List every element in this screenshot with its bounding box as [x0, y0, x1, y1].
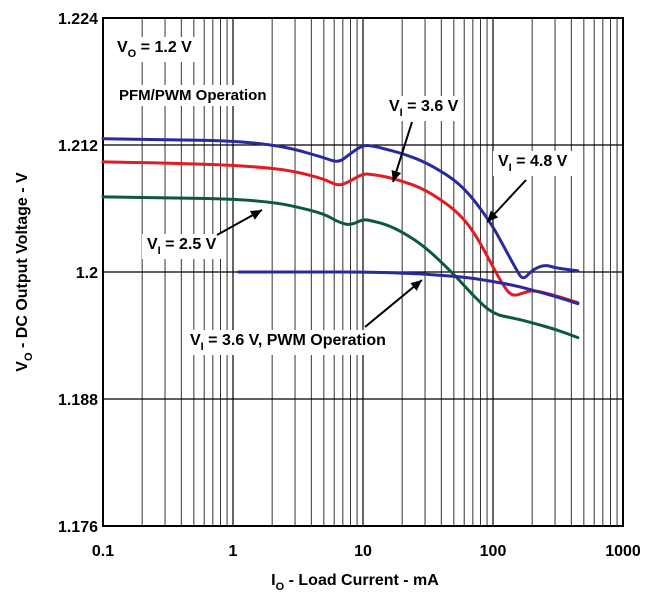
- y-tick-label: 1.212: [58, 138, 98, 155]
- y-tick-label: 1.176: [58, 519, 98, 536]
- annotation-vi-3-6: VI = 3.6 V: [389, 98, 459, 119]
- series-group: [101, 137, 580, 340]
- plot-frame: [102, 17, 624, 527]
- annotation-mode: PFM/PWM Operation: [119, 87, 267, 104]
- arrow-shaft: [364, 279, 423, 328]
- series-line-vi25: [101, 195, 580, 340]
- tick-labels: 0.1 1 10 100 1000 1.176 1.188 1.2 1.212 1.224: [58, 11, 641, 560]
- label-background: [185, 330, 391, 355]
- arrow-head: [249, 210, 262, 220]
- arrow-head: [487, 210, 499, 222]
- plot-border: [102, 17, 624, 527]
- label-backgrounds: [112, 37, 573, 355]
- label-background: [114, 85, 272, 106]
- arrow-vi-4-8: [486, 179, 527, 223]
- x-axis-title: IO - Load Current - mA: [271, 572, 439, 593]
- annotation-pwm-3-6: VI = 3.6 V, PWM Operation: [190, 332, 386, 353]
- x-tick-label: 1: [229, 543, 238, 560]
- arrow-head: [410, 280, 422, 291]
- y-tick-label: 1.224: [58, 11, 98, 28]
- label-background: [142, 234, 222, 259]
- x-tick-label: 1000: [605, 543, 641, 560]
- y-tick-label: 1.2: [76, 265, 98, 282]
- x-tick-label: 0.1: [92, 543, 114, 560]
- annotation-vi-4-8: VI = 4.8 V: [498, 153, 568, 174]
- series-line-pwm36: [236, 270, 580, 306]
- x-tick-label: 10: [354, 543, 372, 560]
- label-background: [112, 37, 198, 62]
- y-tick-label: 1.188: [58, 392, 98, 409]
- y-axis-title: VO - DC Output Voltage - V: [14, 172, 35, 372]
- series-line-vi36: [101, 160, 580, 305]
- label-background: [493, 151, 573, 176]
- arrow-vi-3-6: [391, 121, 413, 183]
- arrow-vi-2-5: [216, 209, 263, 236]
- arrow-pwm-3-6: [364, 279, 423, 328]
- x-tick-label: 100: [480, 543, 507, 560]
- annotation-arrows: [216, 121, 527, 328]
- annotation-vo: VO = 1.2 V: [117, 39, 192, 60]
- arrow-head: [391, 170, 402, 182]
- label-background: [384, 96, 464, 121]
- annotation-vi-2-5: VI = 2.5 V: [147, 236, 217, 257]
- series-line-vi48: [101, 137, 580, 280]
